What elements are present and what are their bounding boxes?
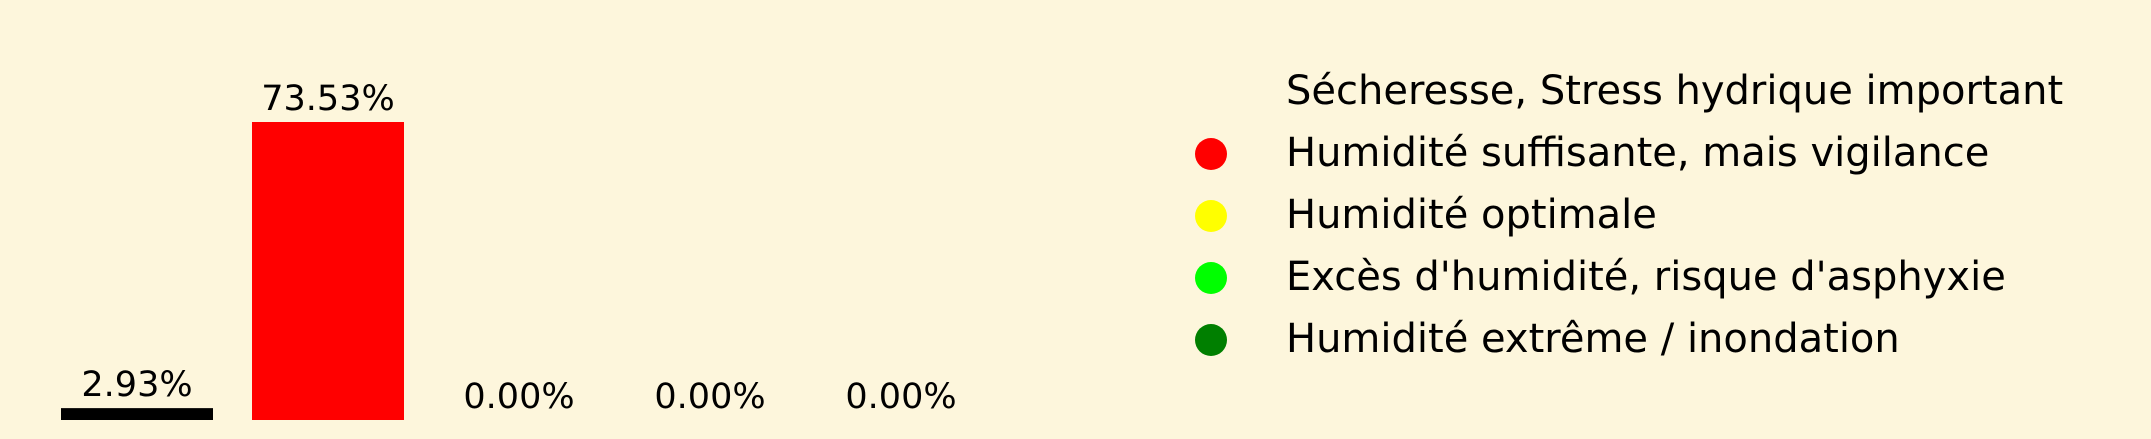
value-label-2: 73.53% xyxy=(261,79,394,119)
legend-marker-4 xyxy=(1195,262,1227,294)
legend: Sécheresse, Stress hydrique important Hum… xyxy=(1195,68,2063,362)
legend-label-2: Humidité suffisante, mais vigilance xyxy=(1286,130,1989,176)
legend-label-1: Sécheresse, Stress hydrique important xyxy=(1286,68,2063,114)
legend-marker-1 xyxy=(1195,76,1227,108)
legend-marker-3 xyxy=(1195,200,1227,232)
legend-label-3: Humidité optimale xyxy=(1286,192,1657,238)
bar-2 xyxy=(252,122,404,420)
value-label-3: 0.00% xyxy=(463,377,574,417)
legend-marker-2 xyxy=(1195,138,1227,170)
bars-layer xyxy=(61,122,404,420)
bar-1 xyxy=(61,408,213,420)
legend-label-5: Humidité extrême / inondation xyxy=(1286,316,1900,362)
value-labels-layer: 2.93% 73.53% 0.00% 0.00% 0.00% xyxy=(81,79,956,417)
value-label-4: 0.00% xyxy=(654,377,765,417)
value-label-5: 0.00% xyxy=(845,377,956,417)
value-label-1: 2.93% xyxy=(81,365,192,405)
legend-label-4: Excès d'humidité, risque d'asphyxie xyxy=(1286,254,2006,300)
legend-marker-5 xyxy=(1195,324,1227,356)
